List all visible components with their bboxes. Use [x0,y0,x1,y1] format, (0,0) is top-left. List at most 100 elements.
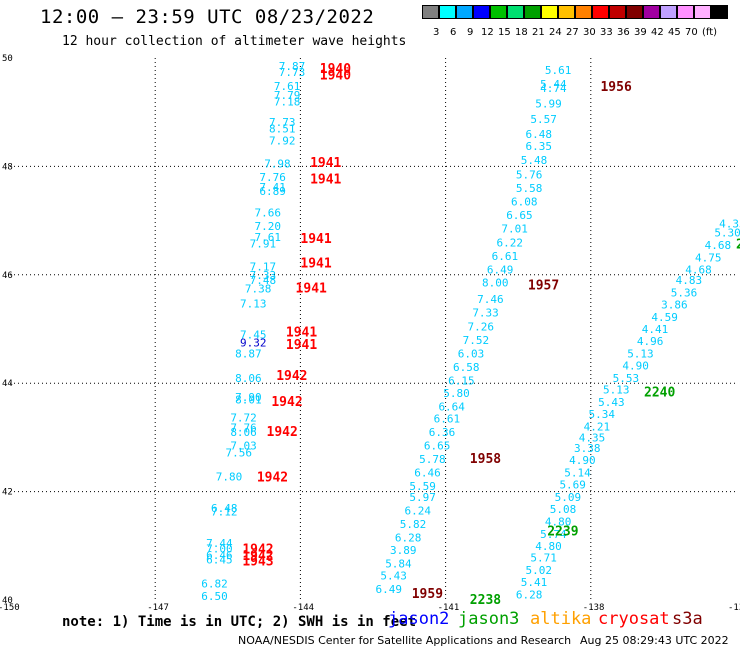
pass-time-label: 1959 [412,587,443,602]
swh-value-label: 4.90 [622,359,649,372]
swh-value-label: 5.82 [400,518,427,531]
swh-value-label: 5.43 [380,570,407,583]
color-swatch [592,5,609,19]
swh-value-label: 6.50 [201,590,228,603]
swh-value-label: 7.76 [230,422,257,435]
color-scale-label: 12 [481,27,494,38]
swh-value-label: 6.48 [526,128,553,141]
swh-value-label: 6.08 [511,196,538,209]
swh-value-label: 3.89 [390,544,417,557]
swh-value-label: 5.48 [521,154,548,167]
swh-value-label: 4.80 [545,515,572,528]
swh-value-label: 5.44 [540,78,567,91]
satellite-legend-jason2: jason2 [388,609,450,629]
swh-value-label: 3.86 [661,299,688,312]
satellite-legend-altika: altika [530,609,592,629]
swh-value-label: 5.71 [530,552,557,565]
swh-value-label: 7.33 [250,269,277,282]
swh-value-label: 7.00 [206,543,233,556]
color-scale-label: 24 [549,27,562,38]
swh-value-label: 6.15 [448,374,475,387]
swh-value-label: 6.48 [211,502,238,515]
color-swatch [473,5,490,19]
color-swatch [541,5,558,19]
color-scale-label: 30 [583,27,596,38]
swh-value-label: 4.74 [540,82,567,95]
swh-value-label: 6.64 [438,401,465,414]
color-swatch [575,5,592,19]
swh-value-label: 5.53 [613,372,640,385]
swh-value-label: 6.45 [206,553,233,566]
pass-time-label: 1958 [470,452,501,467]
swh-value-label: 6.28 [395,532,422,545]
color-swatch [456,5,473,19]
satellite-legend-cryosat: cryosat [598,609,670,629]
swh-value-label: 7.79 [274,89,301,102]
swh-value-label: 7.80 [216,470,243,483]
x-tick-label: -141 [438,603,460,613]
color-scale-label: 21 [532,27,545,38]
x-tick-label: -147 [147,603,169,613]
y-tick-label: 44 [2,379,13,389]
color-scale-label: 33 [600,27,613,38]
swh-value-label: 7.03 [230,440,257,453]
swh-value-label: 7.01 [501,223,528,236]
swh-value-label: 6.61 [492,250,519,263]
swh-value-label: 6.65 [506,209,533,222]
x-tick-label: -144 [292,603,314,613]
swh-value-label: 6.49 [487,263,513,276]
swh-value-label: 6.46 [206,549,233,562]
pass-time-label: 2239 [547,525,578,540]
color-swatch [677,5,694,19]
pass-time-label: 1943 [242,554,273,569]
pass-time-label: 1940 [320,62,351,77]
swh-value-label: 9.32 [240,337,267,350]
swh-value-label: 4.68 [685,263,712,276]
color-swatch [558,5,575,19]
pass-time-label: 1942 [271,395,302,410]
swh-value-label: 7.92 [269,134,296,147]
swh-value-label: 6.36 [429,426,456,439]
swh-value-label: 5.59 [409,480,436,493]
swh-value-label: 8.06 [230,426,257,439]
swh-value-label: 5.34 [588,408,615,421]
pass-time-label: 1942 [242,549,273,564]
y-tick-label: 48 [2,162,13,172]
color-swatch [660,5,677,19]
swh-value-label: 5.36 [671,287,698,300]
swh-value-label: 6.49 [376,583,403,596]
pass-time-label: 2 [736,237,740,252]
swh-value-label: 7.46 [477,293,504,306]
credit-line: NOAA/NESDIS Center for Satellite Applica… [238,634,572,647]
swh-value-label: 7.12 [211,506,238,519]
swh-value-label: 8.01 [235,393,262,406]
swh-value-label: 8.06 [235,372,262,385]
swh-value-label: 5.74 [540,528,567,541]
swh-value-label: 7.26 [467,320,494,333]
color-scale-label: 36 [617,27,630,38]
swh-value-label: 7.87 [279,60,306,73]
swh-value-label: 4.80 [535,540,562,553]
color-swatch [643,5,660,19]
swh-value-label: 7.56 [225,447,252,460]
swh-value-label: 7.18 [274,95,301,108]
color-scale-label: (ft) [702,27,718,38]
swh-value-label: 5.43 [598,396,625,409]
pass-time-label: 1942 [257,470,288,485]
color-swatch [626,5,643,19]
swh-value-label: 7.38 [245,282,272,295]
swh-value-label: 7.52 [463,334,490,347]
swh-value-label: 7.48 [250,274,277,287]
swh-value-label: 6.61 [434,412,461,425]
swh-value-label: 5.09 [555,491,582,504]
pass-time-label: 1957 [528,279,559,294]
swh-value-label: 5.99 [535,98,562,111]
satellite-legend-jason3: jason3 [458,609,520,629]
satellite-legend-s3a: s3a [672,609,703,629]
y-tick-label: 42 [2,488,13,498]
color-scale-label: 42 [651,27,664,38]
swh-value-label: 4.21 [584,421,611,434]
swh-value-label: 6.22 [497,236,524,249]
swh-value-label: 7.98 [264,158,291,171]
swh-value-label: 7.90 [235,391,262,404]
